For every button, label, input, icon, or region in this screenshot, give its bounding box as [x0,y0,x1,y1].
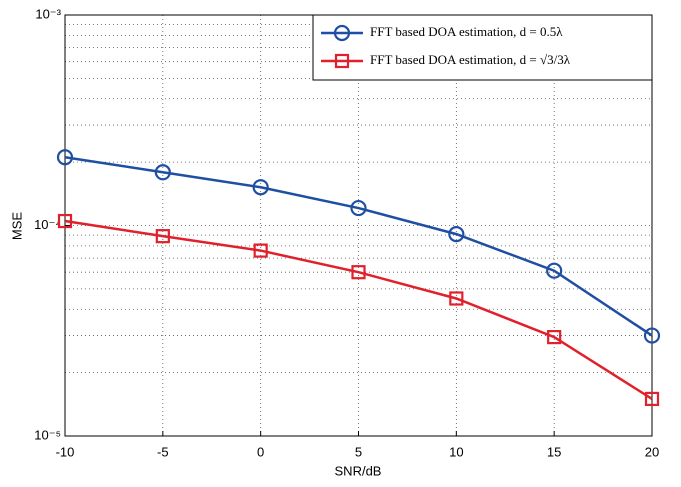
marker [350,199,367,217]
legend-marker [333,24,351,42]
x-tick-label: 15 [547,444,561,459]
x-tick-label: 5 [355,444,362,459]
legend-label: FFT based DOA estimation, d = √3/3λ [370,52,571,67]
marker [644,391,660,407]
legend-box [312,14,653,81]
marker [154,164,171,181]
marker [547,330,562,345]
x-tick-label: -10 [56,444,75,459]
marker [449,291,464,306]
marker [252,179,269,196]
marker [643,327,661,344]
marker [546,262,563,279]
line [64,156,653,337]
marker [57,213,73,229]
marker [155,229,170,244]
marker [448,226,465,243]
marker [351,265,366,280]
y-axis-label: MSE [9,212,24,241]
marker [56,149,74,166]
x-tick-label: -5 [157,444,169,459]
x-tick-label: 20 [645,444,659,459]
legend-label: FFT based DOA estimation, d = 0.5λ [370,24,563,39]
y-tick-label: 10⁻⁵ [34,427,61,442]
marker [253,243,268,258]
legend-marker [334,53,350,69]
line [64,219,653,400]
y-tick-label: 10⁻³ [35,6,61,21]
x-tick-label: 0 [257,444,264,459]
x-tick-label: 10 [449,444,463,459]
y-tick-label: 10⁻⁴ [34,217,61,232]
x-axis-label: SNR/dB [335,463,382,478]
